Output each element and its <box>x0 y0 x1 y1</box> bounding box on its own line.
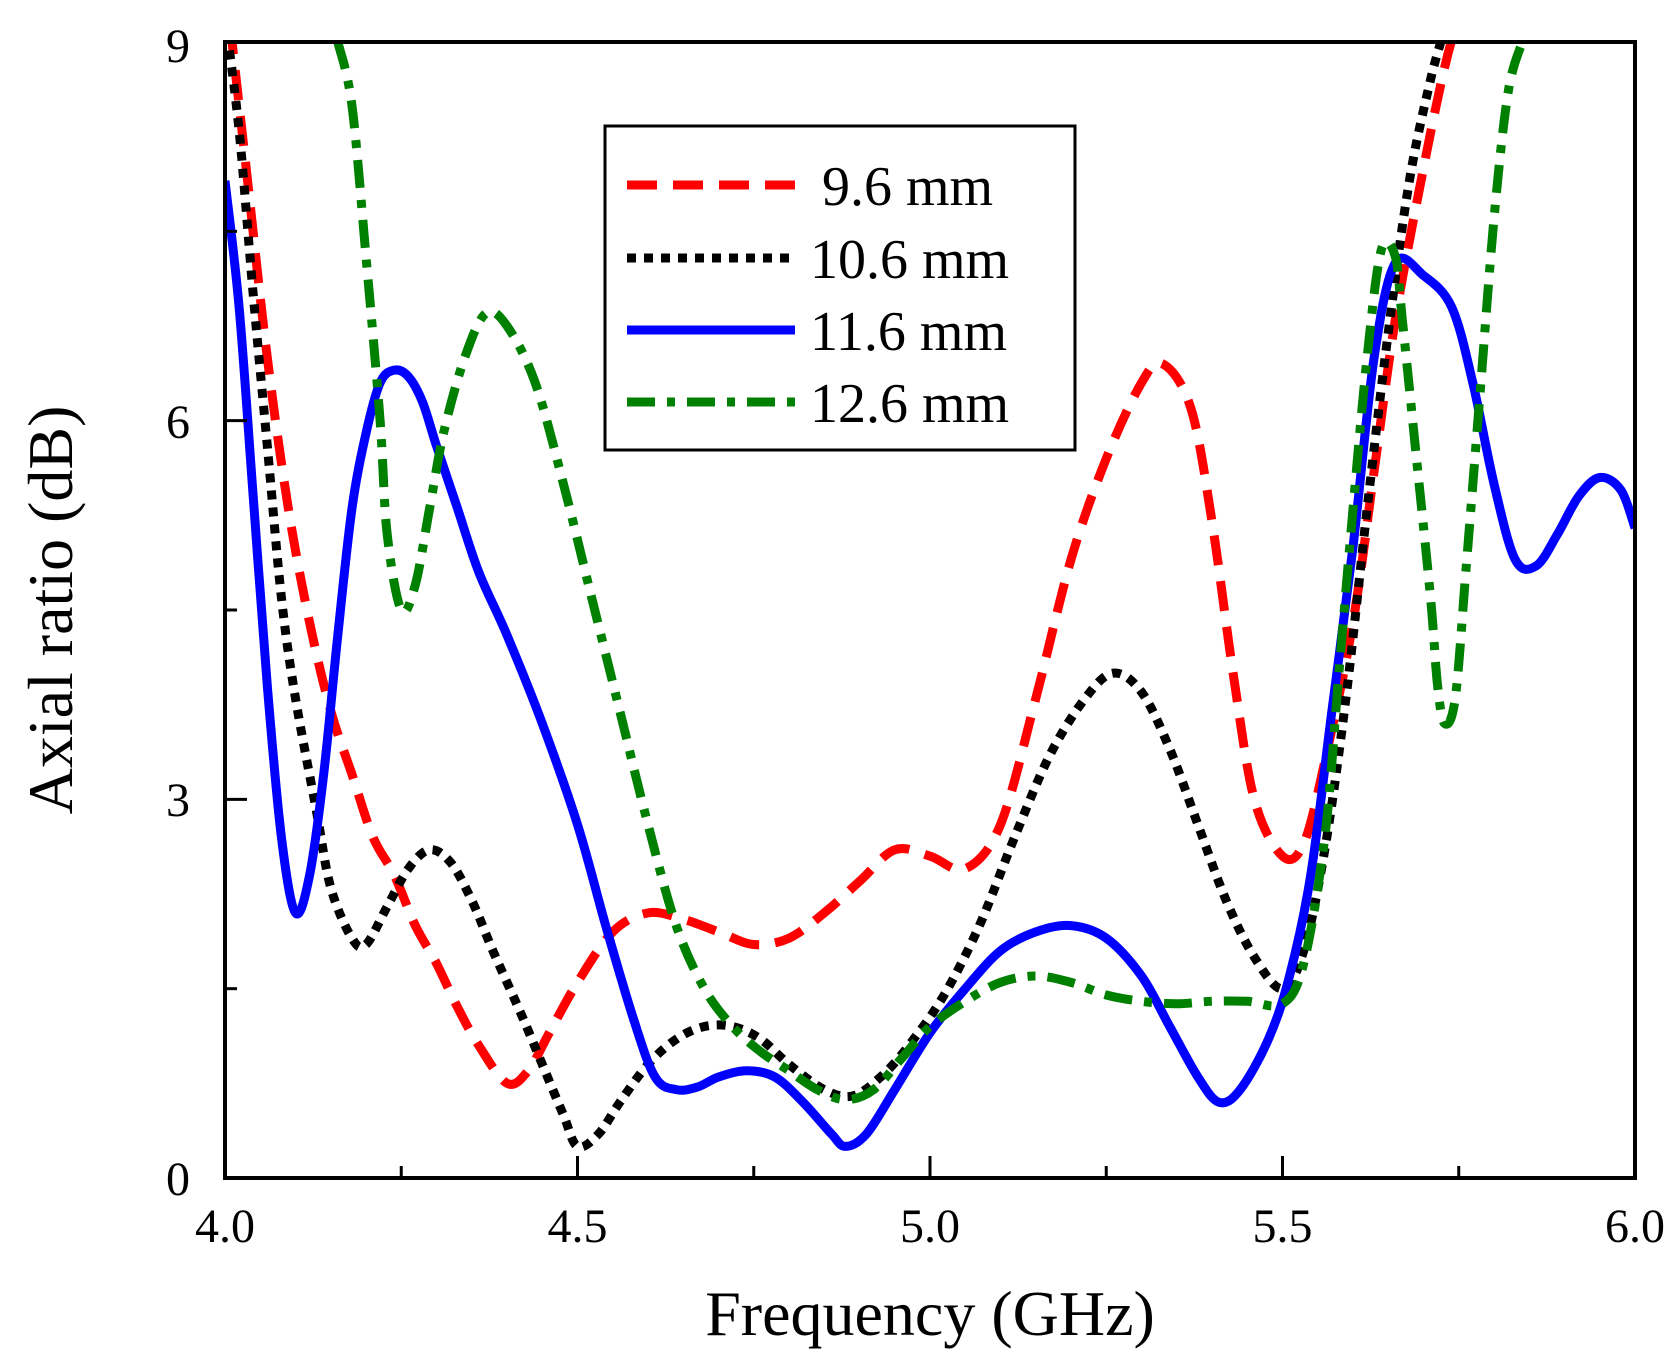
x-axis-title: Frequency (GHz) <box>705 1278 1155 1349</box>
legend-label-11-6mm: 11.6 mm <box>810 301 1007 363</box>
y-tick-label: 6 <box>166 396 190 449</box>
legend-label-10-6mm: 10.6 mm <box>810 229 1009 291</box>
legend-label-9-6mm: 9.6 mm <box>822 156 993 218</box>
y-axis-title: Axial ratio (dB) <box>15 406 86 815</box>
y-tick-label: 0 <box>166 1153 190 1206</box>
x-tick-label: 4.0 <box>195 1200 255 1253</box>
x-tick-label: 6.0 <box>1605 1200 1665 1253</box>
series-line-12-6-mm <box>333 42 1527 1105</box>
x-tick-label: 4.5 <box>548 1200 608 1253</box>
x-tick-label: 5.0 <box>900 1200 960 1253</box>
series-line-9-6-mm <box>227 42 1456 1089</box>
y-tick-label: 3 <box>166 774 190 827</box>
legend-box <box>603 124 1077 452</box>
series-layer <box>225 42 1635 1152</box>
legend-label-12-6mm: 12.6 mm <box>810 373 1009 435</box>
x-tick-label: 5.5 <box>1253 1200 1313 1253</box>
legend: 9.6 mm 10.6 mm 11.6 mm 12.6 mm <box>603 124 1077 452</box>
tick-marks <box>223 40 1637 1180</box>
y-tick-label: 9 <box>166 20 190 73</box>
